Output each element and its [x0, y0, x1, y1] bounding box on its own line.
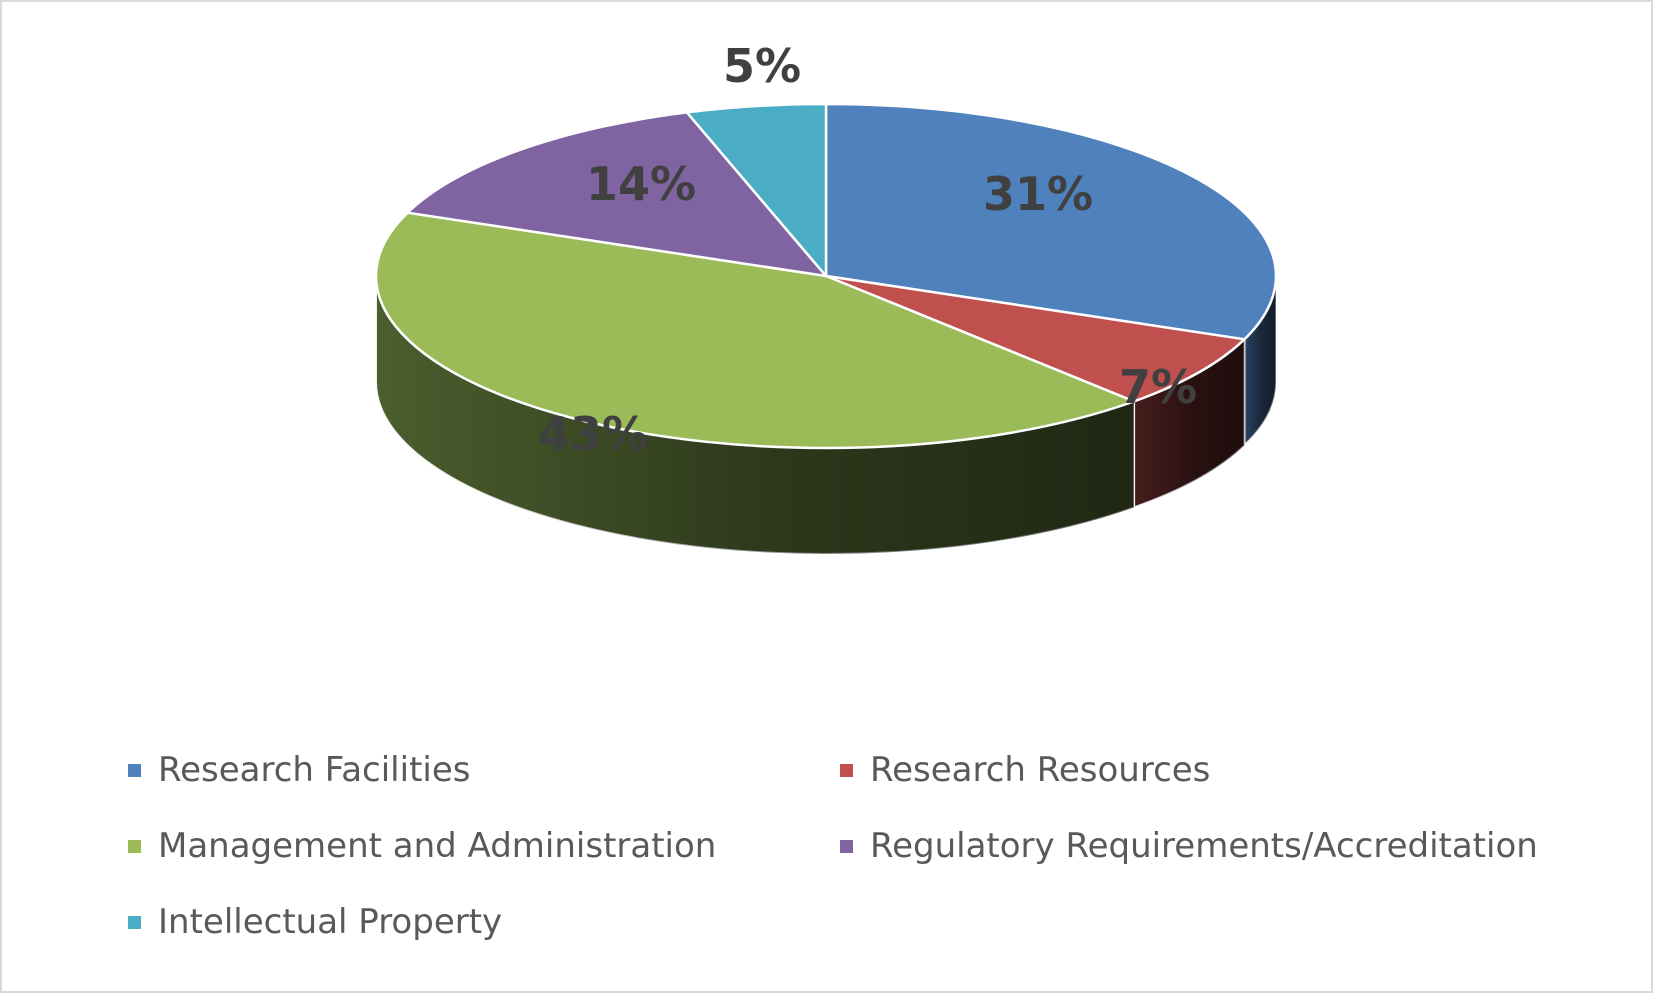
data-label-research-facilities: 31% [983, 167, 1093, 221]
legend-swatch [128, 839, 141, 853]
data-label-intellectual-property: 5% [723, 39, 801, 93]
pie-slice-management-and-administration [374, 211, 1136, 450]
legend-label: Management and Administration [158, 826, 717, 866]
pie-slice-research-resources [824, 274, 1246, 403]
legend-item-research-resources: Research Resources [840, 745, 1620, 795]
data-label-regulatory-requirements-accreditation: 14% [586, 157, 696, 211]
legend-swatch [840, 839, 853, 853]
legend-label: Regulatory Requirements/Accreditation [870, 826, 1538, 866]
data-label-research-resources: 7% [1119, 360, 1197, 414]
pie-slice-research-facilities [824, 102, 1278, 341]
chart-legend: Research Facilities Research Resources Man… [128, 745, 1628, 947]
legend-label: Intellectual Property [158, 902, 503, 942]
pie-slice-intellectual-property [685, 102, 828, 278]
pie-data-labels: 31% 7% 43% 14% 5% [538, 39, 1197, 461]
legend-item-intellectual-property: Intellectual Property [128, 897, 840, 947]
pie-side-shade-research-facilities [1244, 276, 1276, 446]
legend-item-management-and-administration: Management and Administration [128, 821, 840, 871]
legend-item-regulatory-requirements-accreditation: Regulatory Requirements/Accreditation [840, 821, 1620, 871]
legend-swatch [128, 763, 141, 777]
pie-side-shade-research-resources [1134, 339, 1245, 508]
legend-swatch [840, 763, 853, 777]
pie-top-faces [374, 102, 1278, 450]
pie-side-shade-management-and-administration [376, 276, 1135, 554]
legend-item-research-facilities: Research Facilities [128, 745, 840, 795]
legend-label: Research Facilities [158, 750, 471, 790]
legend-label: Research Resources [870, 750, 1211, 790]
data-label-management-and-administration: 43% [538, 407, 648, 461]
legend-swatch [128, 915, 141, 929]
